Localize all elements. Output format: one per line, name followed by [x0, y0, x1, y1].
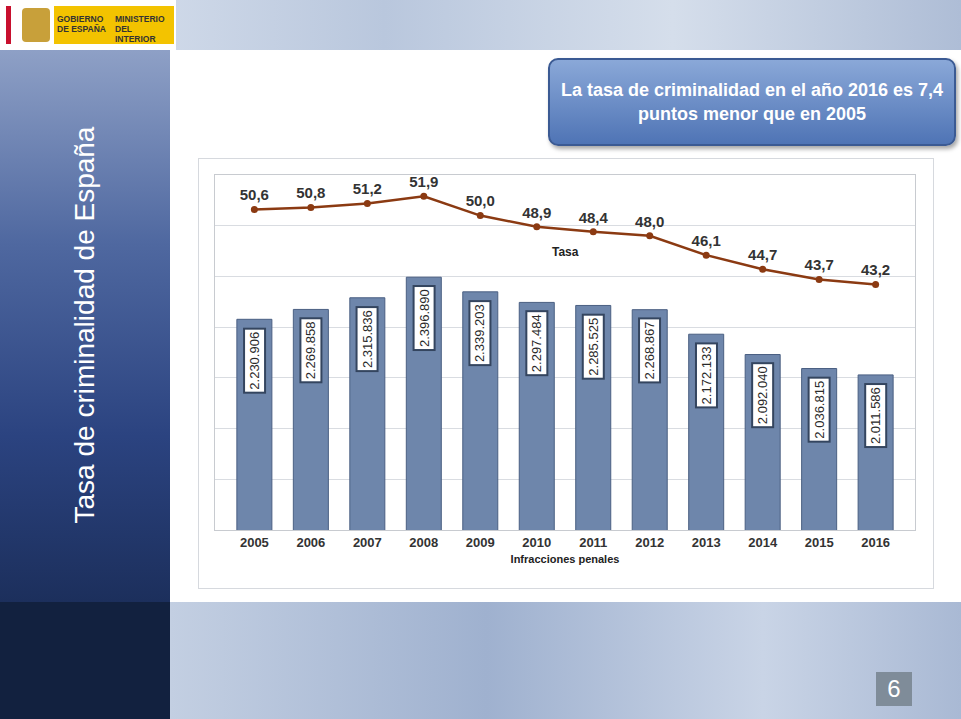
- svg-text:Tasa: Tasa: [552, 245, 579, 259]
- svg-text:2.172.133: 2.172.133: [699, 347, 714, 405]
- svg-text:46,1: 46,1: [692, 232, 721, 249]
- svg-text:2006: 2006: [296, 535, 325, 550]
- svg-text:Infracciones penales: Infracciones penales: [511, 553, 620, 565]
- html-text:MINISTERIO DEL INTERIOR: MINISTERIO DEL INTERIOR: [115, 14, 165, 44]
- svg-text:2008: 2008: [409, 535, 438, 550]
- svg-text:43,2: 43,2: [861, 261, 890, 278]
- svg-text:51,2: 51,2: [353, 180, 382, 197]
- svg-text:2.092.040: 2.092.040: [755, 366, 770, 424]
- html-text:La tasa de criminalidad en el: La tasa de criminalidad en el año 2016 e…: [560, 80, 944, 124]
- svg-text:2.269.858: 2.269.858: [303, 321, 318, 379]
- svg-text:50,0: 50,0: [466, 192, 495, 209]
- html-text:GOBIERNO DE ESPAÑA: GOBIERNO DE ESPAÑA: [57, 14, 106, 34]
- svg-text:2005: 2005: [240, 535, 269, 550]
- svg-text:48,4: 48,4: [579, 209, 609, 226]
- svg-text:2.011.586: 2.011.586: [868, 387, 883, 444]
- svg-text:2016: 2016: [861, 535, 890, 550]
- svg-text:2.297.484: 2.297.484: [529, 314, 544, 372]
- html-text:Tasa de criminalidad de España: Tasa de criminalidad de España: [69, 126, 100, 524]
- svg-text:48,0: 48,0: [635, 213, 664, 230]
- svg-text:2.285.525: 2.285.525: [586, 318, 601, 376]
- svg-text:44,7: 44,7: [748, 246, 777, 263]
- svg-text:2.396.890: 2.396.890: [417, 289, 432, 347]
- svg-text:2014: 2014: [748, 535, 778, 550]
- svg-text:2012: 2012: [635, 535, 664, 550]
- svg-text:2.268.867: 2.268.867: [642, 322, 657, 380]
- svg-text:2.315.836: 2.315.836: [360, 310, 375, 368]
- svg-text:2.339.203: 2.339.203: [472, 304, 487, 362]
- svg-text:51,9: 51,9: [409, 173, 438, 190]
- svg-text:2.036.815: 2.036.815: [812, 381, 827, 439]
- svg-text:2007: 2007: [353, 535, 382, 550]
- svg-text:2013: 2013: [692, 535, 721, 550]
- svg-text:43,7: 43,7: [805, 256, 834, 273]
- svg-text:2011: 2011: [579, 535, 607, 550]
- svg-text:48,9: 48,9: [522, 204, 551, 221]
- svg-text:2010: 2010: [522, 535, 551, 550]
- svg-text:2009: 2009: [466, 535, 495, 550]
- svg-text:50,8: 50,8: [296, 184, 325, 201]
- svg-text:2.230.906: 2.230.906: [247, 332, 262, 390]
- svg-text:2015: 2015: [805, 535, 834, 550]
- html-text:6: 6: [887, 675, 901, 702]
- svg-text:50,6: 50,6: [240, 186, 269, 203]
